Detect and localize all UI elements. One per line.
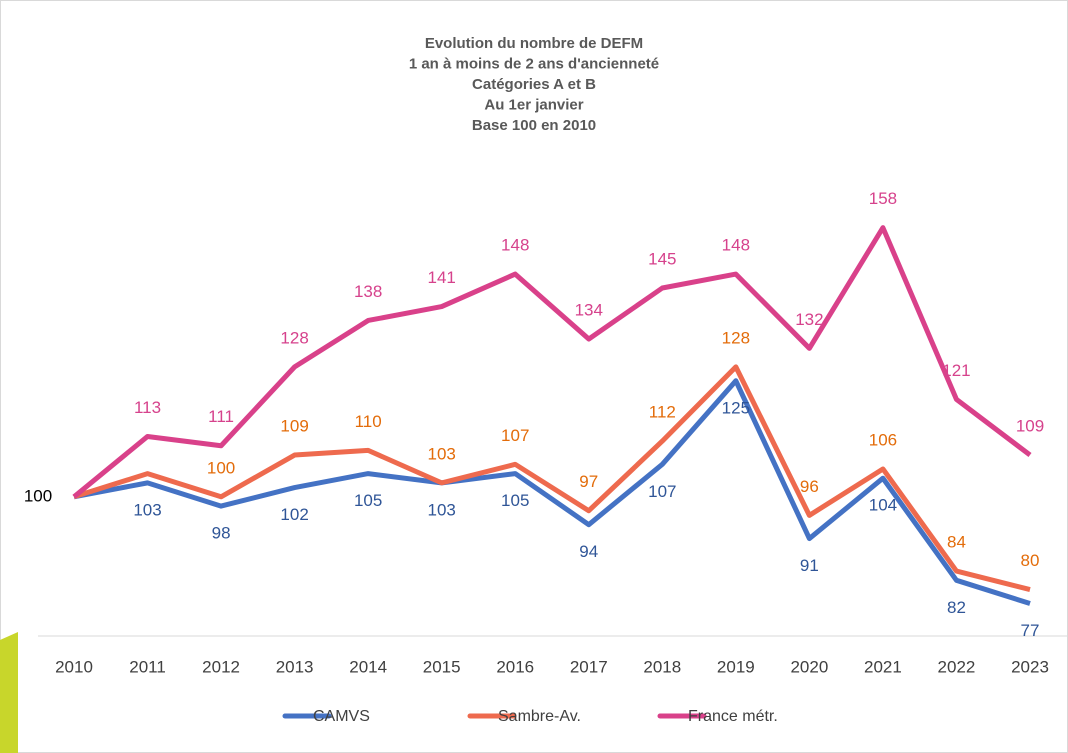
series-line: [72, 225, 1032, 499]
data-label: 111: [208, 407, 234, 426]
data-label: 109: [1016, 417, 1044, 436]
decor: [0, 632, 18, 753]
data-label: 97: [579, 472, 598, 491]
data-label: 148: [501, 236, 529, 255]
data-label: 110: [355, 412, 382, 431]
data-label: 103: [133, 500, 161, 519]
chart-title: Au 1er janvier: [484, 96, 583, 113]
x-tick-label: 2020: [790, 657, 828, 676]
data-label: 96: [800, 477, 819, 496]
x-tick-label: 2016: [496, 657, 534, 676]
data-label: 106: [869, 430, 897, 449]
data-label: 100: [24, 486, 52, 505]
data-label: 84: [947, 533, 966, 552]
data-label: 158: [869, 189, 897, 208]
data-label: 109: [280, 417, 308, 436]
series-line: [73, 364, 1031, 593]
chart-title: Catégories A et B: [472, 76, 596, 93]
data-label: 132: [795, 310, 823, 329]
x-tick-label: 2010: [55, 657, 93, 676]
data-label: 107: [648, 482, 676, 501]
data-label: 138: [354, 282, 382, 301]
data-label: 82: [947, 598, 966, 617]
x-tick-label: 2015: [423, 657, 461, 676]
data-label: 94: [579, 542, 598, 561]
data-label: 128: [722, 328, 750, 347]
x-tick-label: 2022: [938, 657, 976, 676]
data-label: 145: [648, 249, 676, 268]
legend-label: France métr.: [688, 708, 778, 725]
data-label: 148: [722, 236, 750, 255]
x-tick-label: 2023: [1011, 657, 1049, 676]
x-tick-label: 2021: [864, 657, 902, 676]
series-line: [73, 378, 1031, 606]
data-label: 107: [501, 426, 529, 445]
x-tick-label: 2017: [570, 657, 608, 676]
data-label: 128: [280, 328, 308, 347]
x-tick-label: 2011: [129, 657, 166, 676]
data-label: 112: [649, 403, 676, 422]
legend-label: Sambre-Av.: [498, 708, 581, 725]
data-label: 105: [501, 491, 529, 510]
data-label: 103: [428, 444, 456, 463]
chart-title: 1 an à moins de 2 ans d'ancienneté: [409, 55, 659, 72]
chart-title: Base 100 en 2010: [472, 117, 596, 134]
legend-label: CAMVS: [313, 708, 370, 725]
data-label: 91: [800, 556, 819, 575]
x-tick-label: 2013: [276, 657, 314, 676]
x-tick-label: 2012: [202, 657, 240, 676]
x-tick-label: 2014: [349, 657, 387, 676]
title-block: Evolution du nombre de DEFM 1 an à moins …: [409, 35, 659, 134]
data-label: 105: [354, 491, 382, 510]
x-tick-label: 2019: [717, 657, 755, 676]
data-label: 125: [722, 398, 750, 417]
data-label: 134: [575, 301, 603, 320]
data-label: 100: [207, 458, 235, 477]
data-label: 104: [869, 496, 897, 515]
data-label: 141: [428, 268, 456, 287]
data-label: 102: [280, 505, 308, 524]
data-label: 98: [212, 524, 231, 543]
data-label: 80: [1021, 551, 1040, 570]
data-label: 103: [428, 500, 456, 519]
data-label: 113: [134, 398, 161, 417]
data-label: 77: [1021, 621, 1040, 640]
data-label: 121: [942, 361, 970, 380]
x-tick-label: 2018: [643, 657, 681, 676]
chart-title: Evolution du nombre de DEFM: [425, 35, 643, 52]
